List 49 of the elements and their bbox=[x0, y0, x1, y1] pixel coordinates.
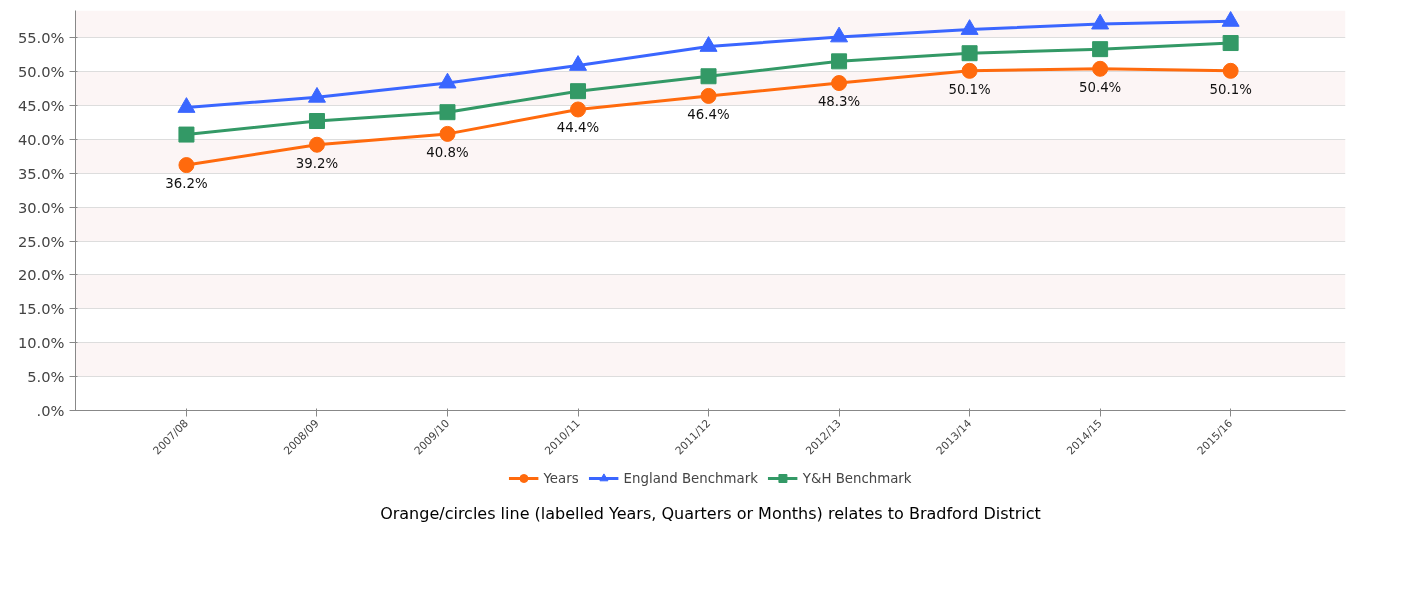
point bbox=[830, 26, 849, 43]
data-label: 46.4% bbox=[687, 106, 730, 122]
point bbox=[700, 68, 717, 85]
y-tick-label: 55.0% bbox=[17, 29, 65, 47]
data-label: 44.4% bbox=[556, 120, 600, 136]
data-label: 40.8% bbox=[426, 144, 469, 160]
point bbox=[569, 55, 588, 71]
data-label: 36.2% bbox=[165, 176, 208, 192]
data-label: 50.4% bbox=[1078, 79, 1122, 95]
legend-label: England Benchmark bbox=[623, 470, 758, 486]
point bbox=[570, 101, 587, 118]
point bbox=[439, 104, 456, 121]
point bbox=[831, 75, 848, 92]
point bbox=[960, 19, 979, 35]
y-tick-label: 25.0% bbox=[17, 232, 65, 250]
y-tick-label: 45.0% bbox=[17, 96, 65, 114]
y-tick-label: 40.0% bbox=[17, 130, 65, 148]
data-label: 48.3% bbox=[817, 94, 861, 110]
point bbox=[961, 45, 978, 62]
y-tick-label: 35.0% bbox=[17, 164, 65, 182]
y-tick-label: 10.0% bbox=[17, 334, 65, 352]
data-label: 50.1% bbox=[948, 81, 991, 97]
point bbox=[1222, 62, 1239, 79]
point bbox=[1221, 11, 1240, 27]
y-tick-label: 50.0% bbox=[17, 63, 65, 81]
legend-label: Years bbox=[543, 470, 579, 486]
point bbox=[831, 53, 848, 70]
legend-label: Y&H Benchmark bbox=[802, 470, 912, 486]
data-label: 50.1% bbox=[1209, 81, 1252, 97]
y-tick-label: 30.0% bbox=[17, 198, 65, 216]
point bbox=[1222, 35, 1239, 52]
point bbox=[1091, 13, 1110, 30]
point bbox=[1092, 41, 1109, 58]
point bbox=[178, 157, 195, 174]
y-tick-label: 5.0% bbox=[27, 368, 65, 386]
point bbox=[1092, 60, 1109, 77]
point bbox=[439, 125, 456, 142]
point bbox=[699, 36, 718, 52]
point bbox=[700, 87, 717, 104]
point bbox=[961, 62, 978, 79]
y-tick-label: .0% bbox=[36, 402, 65, 419]
y-tick-label: 20.0% bbox=[17, 266, 65, 284]
point bbox=[570, 83, 587, 100]
y-tick-label: 15.0% bbox=[17, 300, 65, 318]
data-label: 39.2% bbox=[295, 155, 339, 171]
point bbox=[178, 126, 195, 143]
point bbox=[308, 113, 325, 130]
point bbox=[308, 136, 325, 153]
text: Orange/circles line (labelled Years, Quarters or Months) relates to Bradford District bbox=[380, 504, 1041, 524]
